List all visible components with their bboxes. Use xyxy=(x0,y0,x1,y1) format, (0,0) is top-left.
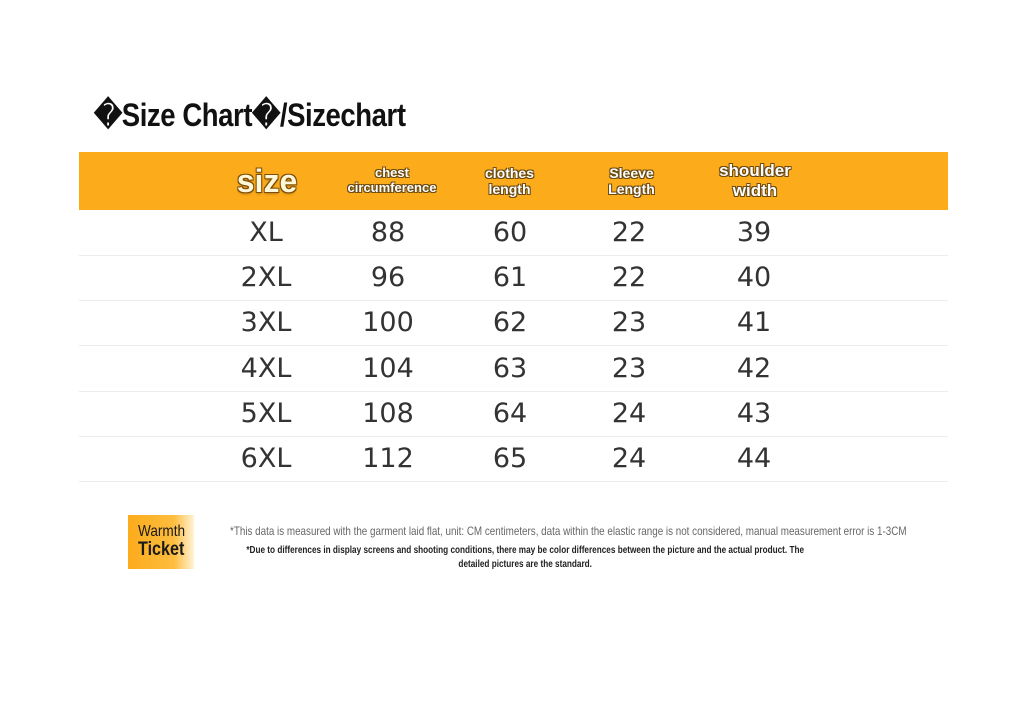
cell-chest: 100 xyxy=(362,307,414,338)
cell-length: 64 xyxy=(492,398,528,429)
cell-size: 3XL xyxy=(240,307,292,338)
table-row: 4XL 104 63 23 42 xyxy=(79,346,948,392)
cell-shoulder: 43 xyxy=(736,398,772,429)
cell-shoulder: 42 xyxy=(736,353,772,384)
header-clothes-length: clothes length xyxy=(484,164,534,197)
cell-shoulder: 39 xyxy=(736,217,772,248)
cell-length: 65 xyxy=(492,443,528,474)
cell-sleeve: 23 xyxy=(611,353,647,384)
cell-length: 63 xyxy=(492,353,528,384)
cell-chest: 104 xyxy=(362,353,414,384)
cell-size: 5XL xyxy=(240,398,292,429)
cell-sleeve: 22 xyxy=(611,262,647,293)
table-row: 3XL 100 62 23 41 xyxy=(79,300,948,346)
ticket-line-1: Warmth xyxy=(138,522,186,540)
color-note: *Due to differences in display screens a… xyxy=(246,545,805,570)
cell-size: XL xyxy=(249,217,283,248)
page-title: �Size Chart�/Sizechart xyxy=(94,97,406,133)
cell-sleeve: 24 xyxy=(611,398,647,429)
header-shoulder-width: shoulder width xyxy=(719,161,791,200)
cell-size: 4XL xyxy=(240,353,292,384)
cell-chest: 96 xyxy=(370,262,406,293)
cell-sleeve: 23 xyxy=(611,307,647,338)
cell-size: 6XL xyxy=(240,443,292,474)
cell-chest: 88 xyxy=(370,217,406,248)
table-row: XL 88 60 22 39 xyxy=(79,210,948,256)
ticket-line-2: Ticket xyxy=(138,539,185,561)
table-row: 5XL 108 64 24 43 xyxy=(79,391,948,437)
cell-chest: 112 xyxy=(362,443,414,474)
cell-size: 2XL xyxy=(240,262,292,293)
cell-length: 60 xyxy=(492,217,528,248)
table-header: size chest circumference clothes length … xyxy=(79,152,948,210)
header-sleeve-length: Sleeve Length xyxy=(608,164,655,197)
cell-shoulder: 40 xyxy=(736,262,772,293)
cell-shoulder: 44 xyxy=(736,443,772,474)
cell-sleeve: 22 xyxy=(611,217,647,248)
header-chest: chest circumference xyxy=(347,165,437,195)
measurement-note: *This data is measured with the garment … xyxy=(230,524,907,538)
cell-length: 62 xyxy=(492,307,528,338)
table-row: 6XL 112 65 24 44 xyxy=(79,436,948,482)
table-row: 2XL 96 61 22 40 xyxy=(79,255,948,301)
cell-shoulder: 41 xyxy=(736,307,772,338)
warmth-ticket-badge: Warmth Ticket xyxy=(128,515,194,569)
cell-length: 61 xyxy=(492,262,528,293)
cell-chest: 108 xyxy=(362,398,414,429)
cell-sleeve: 24 xyxy=(611,443,647,474)
header-size: size xyxy=(236,162,298,199)
